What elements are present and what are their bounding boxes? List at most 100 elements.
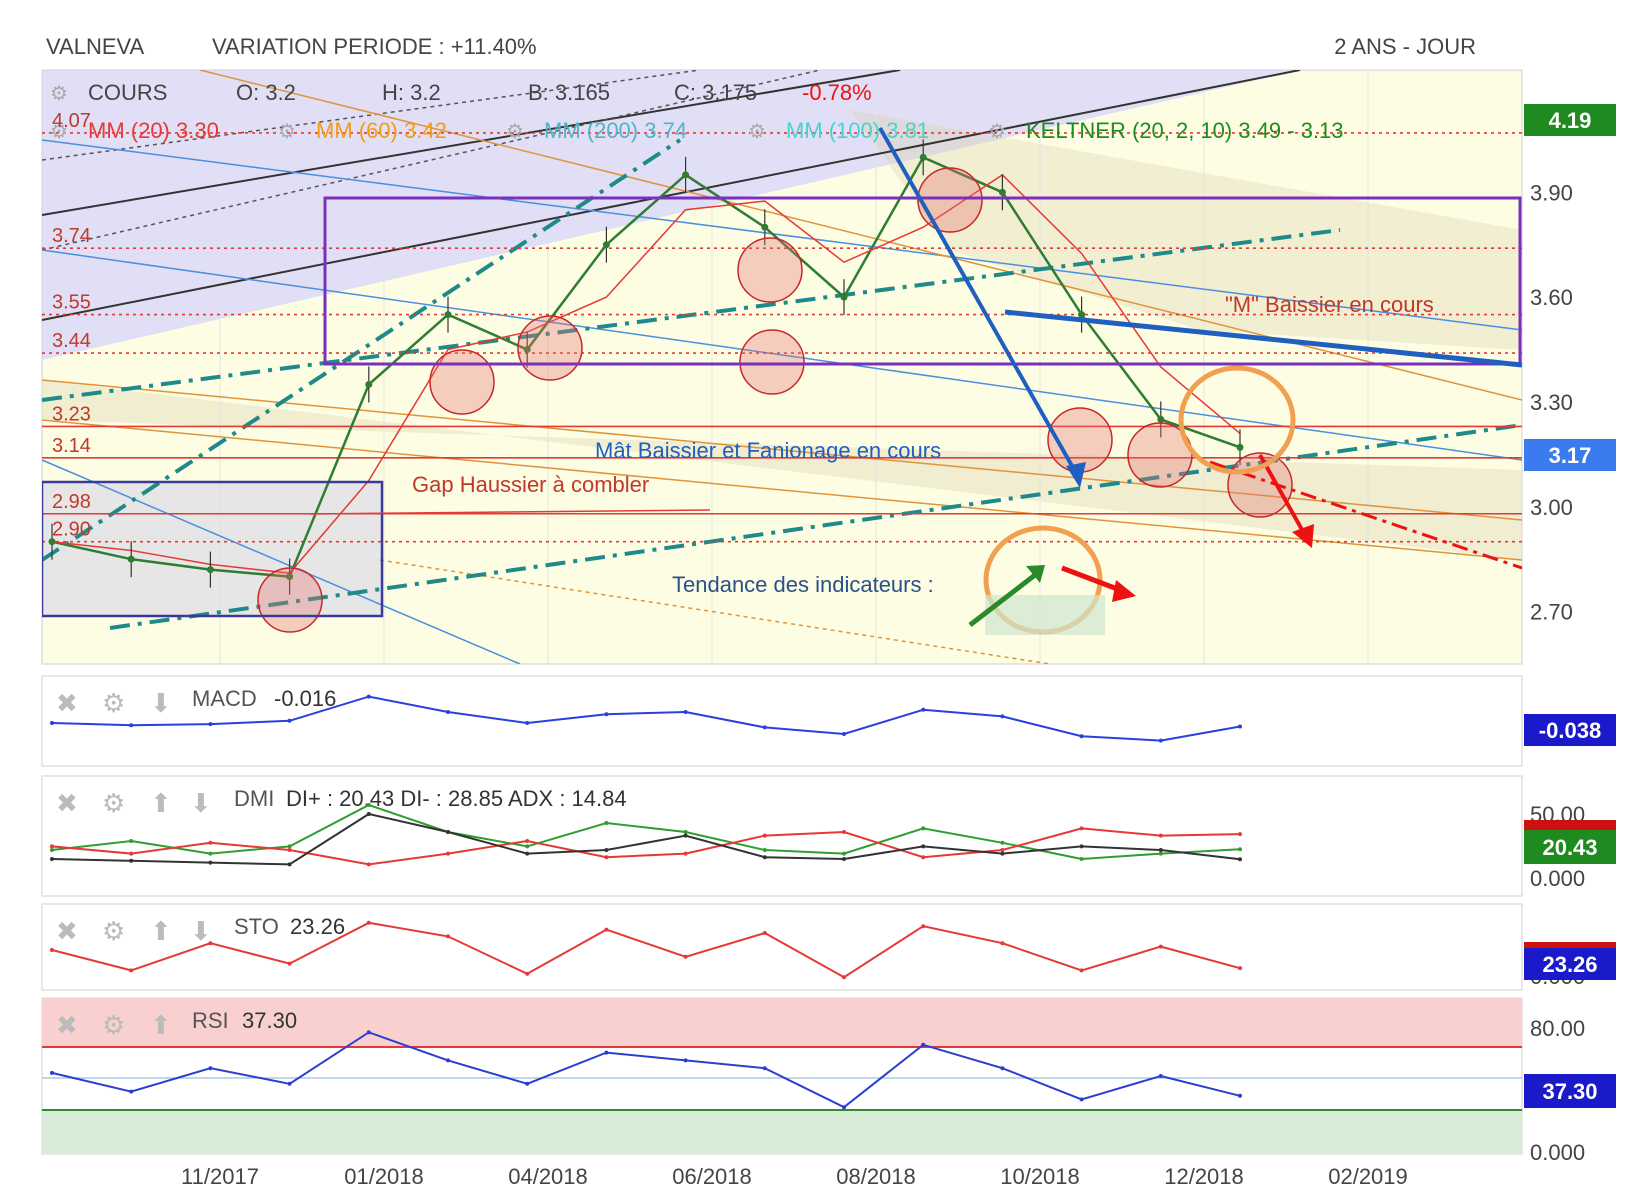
- dmi-point: [604, 855, 609, 860]
- trend-line: [109, 423, 1522, 630]
- sto-point: [604, 927, 609, 932]
- macd-point: [683, 710, 688, 714]
- sto-point: [446, 934, 450, 939]
- gear-icon[interactable]: ⚙: [102, 688, 125, 718]
- macd-point: [842, 732, 846, 736]
- close-icon[interactable]: ✖: [56, 1010, 78, 1040]
- dmi-series: [50, 803, 1242, 867]
- dmi-point: [50, 844, 54, 849]
- macd-point: [287, 718, 292, 723]
- legend-cours: COURS: [88, 80, 167, 105]
- sto-panel: ✖ ⚙ ⬆ ⬇ STO 23.26 0.000 23.26: [41, 903, 1616, 991]
- trend-line: [42, 70, 901, 216]
- trend-line: [379, 559, 1051, 664]
- trend-line: [42, 419, 1522, 561]
- price-tick-label: 2.70: [1530, 600, 1573, 625]
- rsi-title: RSI: [192, 1008, 229, 1033]
- dmi-point: [446, 830, 450, 834]
- red-right-arrow: [1061, 565, 1121, 593]
- rsi-point: [762, 1066, 767, 1071]
- dmi-point: [50, 857, 54, 861]
- close-icon[interactable]: ✖: [56, 788, 78, 818]
- dmi-point: [287, 848, 292, 852]
- macd-badge-text: -0.038: [1539, 718, 1601, 743]
- macd-background: [41, 675, 1523, 767]
- gear-icon[interactable]: ⚙: [102, 1010, 125, 1040]
- rsi-panel: ✖ ⚙ ⬆ RSI 37.30 80.00 0.000 37.30: [41, 997, 1616, 1165]
- dmi-value: DI+ : 20.43 DI- : 28.85 ADX : 14.84: [286, 786, 627, 811]
- gear-icon[interactable]: ⚙: [748, 121, 766, 143]
- dmi-point: [525, 839, 530, 843]
- dmi-point: [208, 840, 213, 845]
- dmi-point: [366, 862, 371, 867]
- dmi-point: [1158, 851, 1163, 856]
- level-label: 2.98: [52, 491, 91, 513]
- red-arrow-head: [1292, 524, 1314, 548]
- close-icon[interactable]: ✖: [56, 688, 78, 718]
- legend-open: O: 3.2: [236, 80, 296, 105]
- close-icon[interactable]: ✖: [56, 916, 78, 946]
- gear-icon[interactable]: ⚙: [102, 788, 125, 818]
- macd-point: [1079, 734, 1084, 739]
- bullish-channel-zone: [42, 70, 1300, 360]
- arrow-up-icon[interactable]: ⬆: [150, 788, 172, 818]
- price-point: [1078, 311, 1086, 319]
- sto-point: [1079, 968, 1084, 973]
- dmi-point: [1238, 847, 1242, 852]
- dmi-point: [50, 848, 54, 852]
- dmi-point: [1158, 833, 1163, 838]
- price-line: [51, 155, 1241, 578]
- arrow-down-icon[interactable]: ⬇: [190, 788, 212, 818]
- gear-icon[interactable]: ⚙: [102, 916, 125, 946]
- dmi-point: [762, 848, 767, 852]
- gear-icon[interactable]: ⚙: [278, 121, 296, 143]
- price-point: [48, 538, 56, 546]
- dmi-point: [921, 855, 926, 860]
- gear-icon[interactable]: ⚙: [50, 121, 68, 143]
- price-point: [919, 153, 927, 161]
- dmi-point: [287, 862, 292, 867]
- dmi-point: [129, 851, 134, 856]
- rsi-tick-bottom: 0.000: [1530, 1140, 1585, 1165]
- gear-icon[interactable]: ⚙: [50, 83, 68, 105]
- dmi-point: [762, 855, 767, 860]
- dmi-point: [1000, 848, 1005, 852]
- trend-line: [42, 459, 521, 664]
- trend-line: [42, 228, 1341, 402]
- trend-line: [42, 70, 701, 161]
- period-selector[interactable]: 2 ANS - JOUR: [1334, 34, 1476, 59]
- trend-line: [42, 249, 1522, 461]
- green-up-arrow: [968, 573, 1037, 627]
- green-up-arrow-head: [1026, 565, 1045, 583]
- gap-label: Gap Haussier à combler: [412, 472, 649, 497]
- gear-icon[interactable]: ⚙: [506, 121, 524, 143]
- arrow-down-icon[interactable]: ⬇: [150, 688, 172, 718]
- trend-line: [42, 138, 682, 562]
- macd-point: [1000, 714, 1005, 719]
- sto-title: STO: [234, 914, 279, 939]
- price-point: [840, 293, 848, 301]
- macd-panel: ✖ ⚙ ⬇ MACD -0.016 -0.038: [41, 675, 1616, 767]
- x-tick-label: 04/2018: [508, 1164, 588, 1189]
- dmi-background: [41, 775, 1523, 897]
- rsi-point: [921, 1042, 926, 1047]
- rsi-tick-top: 80.00: [1530, 1016, 1585, 1041]
- gear-icon[interactable]: ⚙: [988, 121, 1006, 143]
- level-label: 2.90: [52, 519, 91, 541]
- legend-change: -0.78%: [802, 80, 872, 105]
- variation-label: VARIATION PERIODE : +11.40%: [212, 34, 537, 59]
- legend-keltner: KELTNER (20, 2, 10) 3.49 - 3.13: [1026, 118, 1344, 143]
- legend-low: B: 3.165: [528, 80, 610, 105]
- arrow-up-icon[interactable]: ⬆: [150, 916, 172, 946]
- highlight-circle: [1227, 452, 1293, 518]
- arrow-down-icon[interactable]: ⬇: [190, 916, 212, 946]
- dmi-series-2: [51, 812, 1241, 866]
- highlight-circle: [429, 349, 495, 415]
- highlight-circle: [917, 167, 983, 233]
- level-label: 3.44: [52, 330, 91, 352]
- arrow-up-icon[interactable]: ⬆: [150, 1010, 172, 1040]
- price-point: [523, 346, 531, 354]
- sto-badge: [1524, 948, 1616, 980]
- price-point: [444, 311, 452, 319]
